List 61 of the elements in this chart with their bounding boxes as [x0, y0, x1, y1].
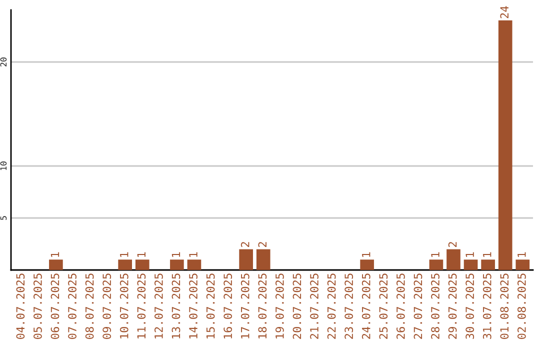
x-tick-label: 25.07.2025: [379, 274, 388, 339]
data-label: 1: [483, 252, 492, 257]
bar: [516, 260, 530, 270]
bar: [170, 260, 184, 270]
x-tick-label: 15.07.2025: [206, 274, 215, 338]
x-tick-label: 13.07.2025: [172, 274, 180, 338]
x-tick-label: 22.07.2025: [327, 274, 336, 339]
x-tick-label: 19.07.2025: [275, 274, 284, 338]
x-tick-label: 20.07.2025: [292, 274, 302, 339]
y-tick-label: 20: [0, 58, 7, 66]
x-tick-label: 30.07.2025: [466, 274, 474, 339]
bar: [360, 260, 374, 270]
x-tick-label: 02.08.2025: [517, 274, 526, 339]
x-tick-label: 26.07.2025: [396, 274, 405, 339]
data-label: 1: [172, 252, 180, 257]
data-label: 24: [500, 6, 508, 18]
bar: [429, 260, 444, 270]
x-tick-label: 05.07.2025: [34, 274, 42, 339]
x-tick-label: 06.07.2025: [50, 274, 60, 339]
bar: [135, 260, 150, 270]
data-label: 1: [50, 252, 60, 257]
x-tick-label: 28.07.2025: [431, 274, 440, 339]
x-tick-label: 11.07.2025: [137, 274, 146, 338]
data-label: 2: [240, 242, 250, 247]
bar: [187, 260, 202, 270]
x-tick-label: 29.07.2025: [448, 274, 457, 339]
x-tick-label: 21.07.2025: [310, 274, 318, 339]
bar: [118, 260, 132, 270]
x-tick-label: 04.07.2025: [16, 274, 25, 339]
x-tick-label: 24.07.2025: [362, 274, 370, 339]
x-tick-label: 10.07.2025: [120, 274, 128, 338]
data-label: 1: [120, 252, 128, 257]
data-label: 1: [518, 252, 526, 257]
bar: [481, 260, 495, 270]
data-label: 1: [189, 252, 198, 257]
bar: [49, 260, 63, 270]
y-tick-label: 10: [0, 162, 7, 170]
x-tick-label: 01.08.2025: [500, 274, 509, 339]
x-tick-label: 27.07.2025: [414, 274, 422, 339]
x-tick-label: 23.07.2025: [344, 274, 354, 339]
bar: [256, 249, 270, 270]
x-tick-label: 31.07.2025: [482, 274, 492, 339]
data-label: 1: [137, 252, 146, 257]
bar: [464, 260, 478, 270]
data-label: 2: [448, 242, 457, 247]
x-tick-label: 17.07.2025: [240, 274, 250, 338]
x-tick-label: 14.07.2025: [189, 274, 198, 338]
data-label: 1: [466, 252, 474, 257]
x-tick-label: 12.07.2025: [154, 274, 163, 338]
bar: [239, 249, 253, 270]
x-tick-label: 18.07.2025: [258, 274, 267, 338]
y-tick-label: 5: [0, 216, 7, 220]
bar: [498, 20, 512, 270]
x-tick-label: 09.07.2025: [102, 274, 112, 339]
data-label: 1: [362, 252, 370, 257]
x-tick-label: 16.07.2025: [224, 274, 232, 338]
bar: [446, 249, 460, 270]
data-label: 2: [258, 242, 266, 247]
x-tick-label: 07.07.2025: [68, 274, 76, 339]
data-label: 1: [431, 252, 440, 257]
x-tick-label: 08.07.2025: [85, 274, 94, 339]
